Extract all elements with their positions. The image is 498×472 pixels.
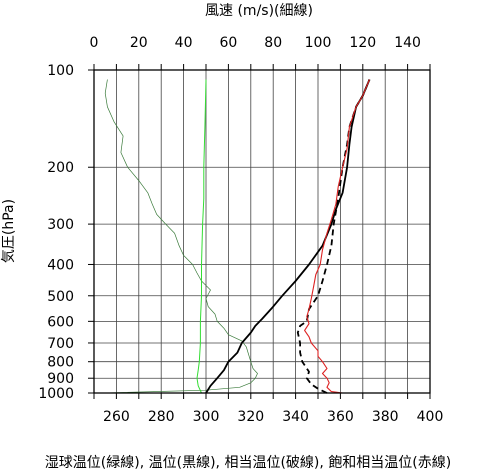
bottom-tick-label: 260 [103, 409, 130, 425]
top-tick-label: 0 [90, 35, 99, 51]
series-line-potential [205, 79, 371, 394]
left-tick-label: 500 [47, 289, 74, 305]
left-tick-label: 1000 [38, 386, 74, 402]
top-tick-label: 40 [175, 35, 193, 51]
grid-lines [94, 70, 430, 393]
series-layer [104, 79, 371, 394]
top-tick-label: 120 [349, 35, 376, 51]
bottom-tick-label: 360 [327, 409, 354, 425]
top-tick-label: 60 [219, 35, 237, 51]
bottom-axis-title: 湿球温位(緑線), 温位(黒線), 相当温位(破線), 飽和相当温位(赤線) [45, 454, 451, 471]
bottom-tick-label: 300 [193, 409, 220, 425]
plot-frame [93, 69, 431, 394]
bottom-tick-label: 380 [372, 409, 399, 425]
top-tick-label: 140 [394, 35, 421, 51]
top-tick-label: 20 [130, 35, 148, 51]
bottom-tick-label: 400 [417, 409, 444, 425]
series-line-saturated [304, 79, 371, 394]
series-line-wet-bulb [196, 79, 207, 394]
y-axis-title: 気圧(hPa) [1, 199, 17, 263]
left-tick-label: 100 [47, 63, 74, 79]
series-line-wind [104, 79, 258, 394]
left-tick-label: 300 [47, 217, 74, 233]
axis-ticks: 260 280 300 320 340 360 380 400 0 20 40 60 80 100 120 1… [38, 35, 443, 425]
top-tick-label: 80 [264, 35, 282, 51]
bottom-tick-label: 320 [237, 409, 264, 425]
left-tick-label: 700 [47, 336, 74, 352]
bottom-tick-label: 280 [148, 409, 175, 425]
left-tick-label: 200 [47, 160, 74, 176]
left-tick-label: 400 [47, 257, 74, 273]
left-tick-label: 800 [47, 355, 74, 371]
bottom-tick-label: 340 [282, 409, 309, 425]
top-axis-title: 風速 (m/s)(細線) [205, 3, 313, 19]
left-tick-label: 600 [47, 314, 74, 330]
series-line-equivalent [296, 79, 371, 394]
left-tick-label: 900 [47, 371, 74, 387]
top-tick-label: 100 [305, 35, 332, 51]
